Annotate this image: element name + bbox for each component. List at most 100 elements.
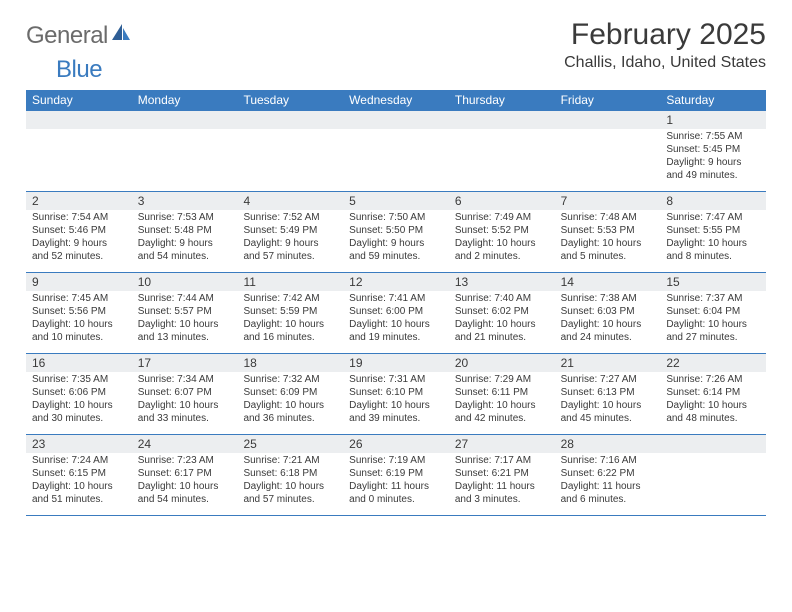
sunrise-line: Sunrise: 7:23 AM: [138, 454, 232, 467]
daylight-line-1: Daylight: 11 hours: [349, 480, 443, 493]
sunset-line: Sunset: 6:17 PM: [138, 467, 232, 480]
daylight-line-2: and 59 minutes.: [349, 250, 443, 263]
daylight-line-2: and 39 minutes.: [349, 412, 443, 425]
sunrise-line: Sunrise: 7:54 AM: [32, 211, 126, 224]
day-body: Sunrise: 7:44 AMSunset: 5:57 PMDaylight:…: [132, 291, 238, 347]
sunrise-line: Sunrise: 7:24 AM: [32, 454, 126, 467]
day-header-sat: Saturday: [660, 90, 766, 110]
day-number: [237, 111, 343, 129]
daylight-line-1: Daylight: 10 hours: [138, 318, 232, 331]
day-number: 17: [132, 354, 238, 372]
daylight-line-1: Daylight: 10 hours: [561, 237, 655, 250]
logo-sail-icon: [110, 22, 132, 47]
day-number: 27: [449, 435, 555, 453]
day-body: Sunrise: 7:41 AMSunset: 6:00 PMDaylight:…: [343, 291, 449, 347]
daylight-line-2: and 2 minutes.: [455, 250, 549, 263]
day-cell: 19Sunrise: 7:31 AMSunset: 6:10 PMDayligh…: [343, 354, 449, 434]
day-number: [660, 435, 766, 453]
daylight-line-2: and 27 minutes.: [666, 331, 760, 344]
day-cell: 28Sunrise: 7:16 AMSunset: 6:22 PMDayligh…: [555, 435, 661, 515]
day-cell: 25Sunrise: 7:21 AMSunset: 6:18 PMDayligh…: [237, 435, 343, 515]
sunset-line: Sunset: 5:56 PM: [32, 305, 126, 318]
daylight-line-1: Daylight: 9 hours: [666, 156, 760, 169]
sunset-line: Sunset: 6:14 PM: [666, 386, 760, 399]
day-number: 14: [555, 273, 661, 291]
day-body: Sunrise: 7:29 AMSunset: 6:11 PMDaylight:…: [449, 372, 555, 428]
day-header-wed: Wednesday: [343, 90, 449, 110]
daylight-line-1: Daylight: 10 hours: [349, 318, 443, 331]
day-number: 16: [26, 354, 132, 372]
sunset-line: Sunset: 6:10 PM: [349, 386, 443, 399]
daylight-line-2: and 54 minutes.: [138, 250, 232, 263]
daylight-line-2: and 19 minutes.: [349, 331, 443, 344]
sunrise-line: Sunrise: 7:27 AM: [561, 373, 655, 386]
daylight-line-2: and 52 minutes.: [32, 250, 126, 263]
day-cell: 20Sunrise: 7:29 AMSunset: 6:11 PMDayligh…: [449, 354, 555, 434]
day-number: [343, 111, 449, 129]
sunrise-line: Sunrise: 7:38 AM: [561, 292, 655, 305]
sunrise-line: Sunrise: 7:41 AM: [349, 292, 443, 305]
daylight-line-2: and 6 minutes.: [561, 493, 655, 506]
daylight-line-1: Daylight: 9 hours: [349, 237, 443, 250]
day-number: [449, 111, 555, 129]
day-cell: [555, 111, 661, 191]
sunrise-line: Sunrise: 7:34 AM: [138, 373, 232, 386]
day-body: Sunrise: 7:48 AMSunset: 5:53 PMDaylight:…: [555, 210, 661, 266]
day-body: Sunrise: 7:37 AMSunset: 6:04 PMDaylight:…: [660, 291, 766, 347]
day-number: 15: [660, 273, 766, 291]
daylight-line-1: Daylight: 9 hours: [32, 237, 126, 250]
daylight-line-1: Daylight: 10 hours: [666, 318, 760, 331]
day-cell: 18Sunrise: 7:32 AMSunset: 6:09 PMDayligh…: [237, 354, 343, 434]
day-cell: 3Sunrise: 7:53 AMSunset: 5:48 PMDaylight…: [132, 192, 238, 272]
sunset-line: Sunset: 6:11 PM: [455, 386, 549, 399]
sunrise-line: Sunrise: 7:37 AM: [666, 292, 760, 305]
sunrise-line: Sunrise: 7:45 AM: [32, 292, 126, 305]
sunrise-line: Sunrise: 7:32 AM: [243, 373, 337, 386]
day-body: Sunrise: 7:31 AMSunset: 6:10 PMDaylight:…: [343, 372, 449, 428]
day-cell: 16Sunrise: 7:35 AMSunset: 6:06 PMDayligh…: [26, 354, 132, 434]
logo: General: [26, 22, 132, 50]
daylight-line-1: Daylight: 10 hours: [561, 399, 655, 412]
day-cell: 6Sunrise: 7:49 AMSunset: 5:52 PMDaylight…: [449, 192, 555, 272]
day-number: 10: [132, 273, 238, 291]
daylight-line-1: Daylight: 10 hours: [455, 399, 549, 412]
day-number: 7: [555, 192, 661, 210]
day-body: Sunrise: 7:23 AMSunset: 6:17 PMDaylight:…: [132, 453, 238, 509]
day-body: Sunrise: 7:21 AMSunset: 6:18 PMDaylight:…: [237, 453, 343, 509]
sunset-line: Sunset: 5:52 PM: [455, 224, 549, 237]
day-number: 9: [26, 273, 132, 291]
day-number: 22: [660, 354, 766, 372]
sunset-line: Sunset: 6:09 PM: [243, 386, 337, 399]
day-number: 8: [660, 192, 766, 210]
day-body: Sunrise: 7:55 AMSunset: 5:45 PMDaylight:…: [660, 129, 766, 185]
day-number: 23: [26, 435, 132, 453]
day-header-sun: Sunday: [26, 90, 132, 110]
daylight-line-1: Daylight: 10 hours: [243, 399, 337, 412]
sunset-line: Sunset: 6:02 PM: [455, 305, 549, 318]
day-body: Sunrise: 7:17 AMSunset: 6:21 PMDaylight:…: [449, 453, 555, 509]
sunrise-line: Sunrise: 7:16 AM: [561, 454, 655, 467]
daylight-line-2: and 3 minutes.: [455, 493, 549, 506]
day-cell: 23Sunrise: 7:24 AMSunset: 6:15 PMDayligh…: [26, 435, 132, 515]
day-body: Sunrise: 7:52 AMSunset: 5:49 PMDaylight:…: [237, 210, 343, 266]
day-number: 18: [237, 354, 343, 372]
sunrise-line: Sunrise: 7:53 AM: [138, 211, 232, 224]
day-header-fri: Friday: [555, 90, 661, 110]
daylight-line-2: and 48 minutes.: [666, 412, 760, 425]
sunrise-line: Sunrise: 7:44 AM: [138, 292, 232, 305]
daylight-line-1: Daylight: 10 hours: [32, 480, 126, 493]
daylight-line-2: and 57 minutes.: [243, 250, 337, 263]
day-number: 19: [343, 354, 449, 372]
day-cell: 1Sunrise: 7:55 AMSunset: 5:45 PMDaylight…: [660, 111, 766, 191]
week-row: 23Sunrise: 7:24 AMSunset: 6:15 PMDayligh…: [26, 434, 766, 516]
daylight-line-1: Daylight: 10 hours: [138, 399, 232, 412]
sunrise-line: Sunrise: 7:19 AM: [349, 454, 443, 467]
sunrise-line: Sunrise: 7:47 AM: [666, 211, 760, 224]
daylight-line-2: and 51 minutes.: [32, 493, 126, 506]
daylight-line-2: and 10 minutes.: [32, 331, 126, 344]
day-cell: 27Sunrise: 7:17 AMSunset: 6:21 PMDayligh…: [449, 435, 555, 515]
day-body: Sunrise: 7:40 AMSunset: 6:02 PMDaylight:…: [449, 291, 555, 347]
sunset-line: Sunset: 5:48 PM: [138, 224, 232, 237]
sunset-line: Sunset: 5:45 PM: [666, 143, 760, 156]
day-cell: 5Sunrise: 7:50 AMSunset: 5:50 PMDaylight…: [343, 192, 449, 272]
